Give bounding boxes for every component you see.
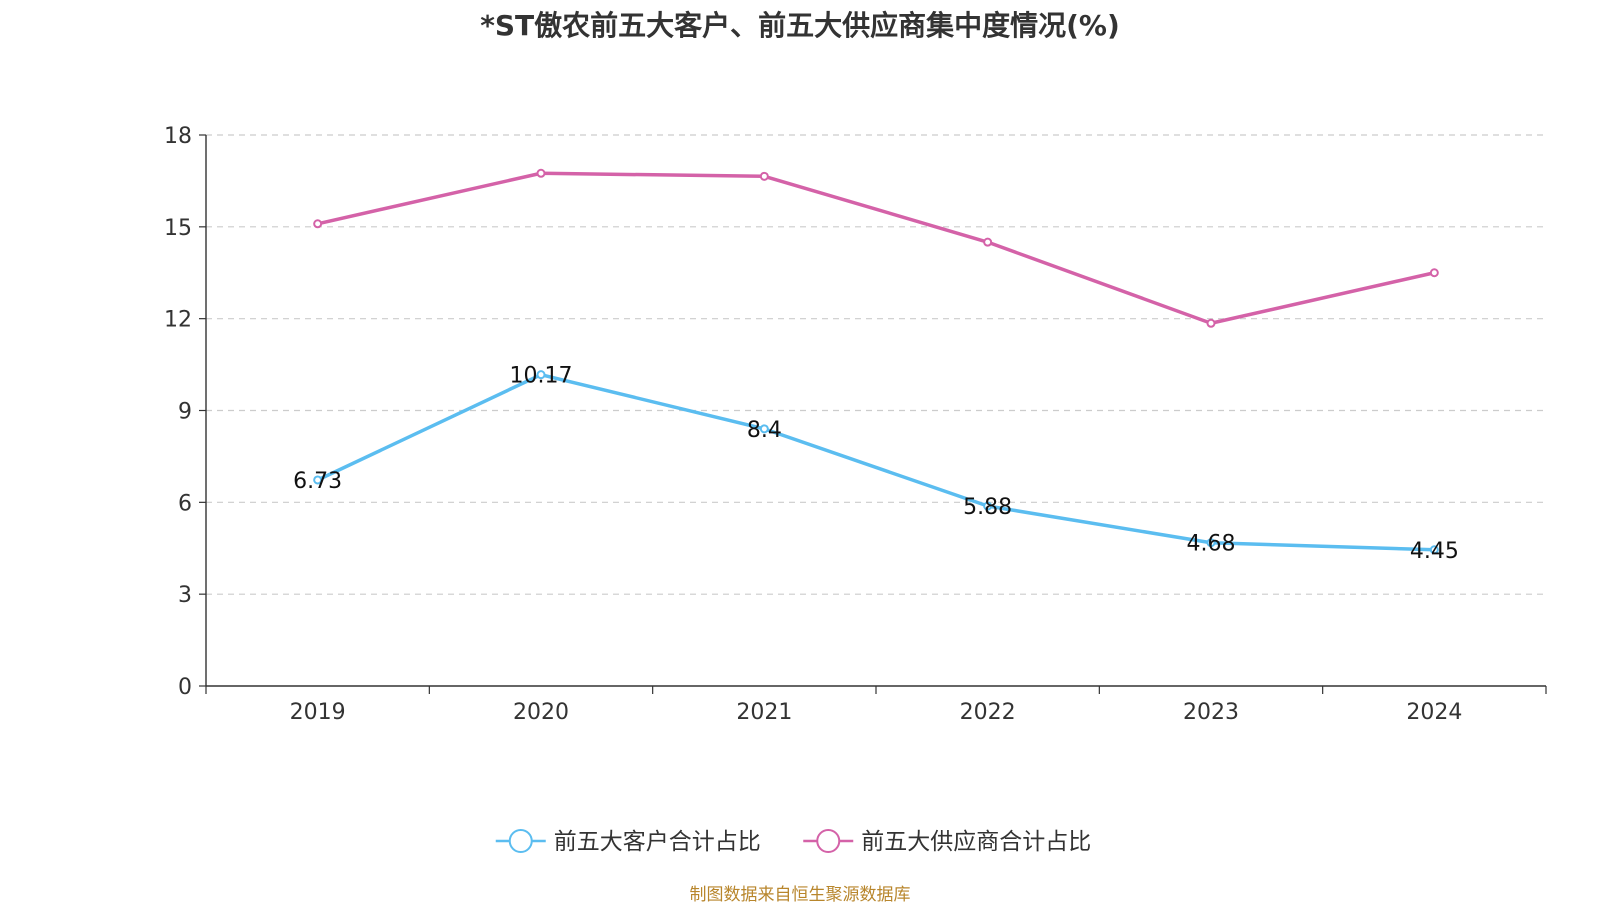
y-tick-label: 3 xyxy=(178,583,192,608)
x-tick-label: 2020 xyxy=(513,700,569,725)
series-line xyxy=(316,372,1435,552)
data-point[interactable] xyxy=(313,219,323,229)
legend-item-1[interactable]: 前五大客户合计占比 xyxy=(495,829,761,855)
data-label: 4.45 xyxy=(1410,539,1459,564)
source-note: 制图数据来自恒生聚源数据库 xyxy=(689,885,911,905)
legend-label: 前五大供应商合计占比 xyxy=(861,829,1091,855)
y-tick-label: 9 xyxy=(178,400,192,425)
data-point[interactable] xyxy=(1206,538,1216,548)
data-label: 8.4 xyxy=(747,418,782,443)
data-point[interactable] xyxy=(536,168,546,178)
series-line xyxy=(317,171,1435,326)
data-point[interactable] xyxy=(983,501,993,511)
y-tick-label: 0 xyxy=(178,675,192,700)
data-point[interactable] xyxy=(1429,545,1439,555)
series-group: 6.73 10.17 8.4 5.88 4.68 4.45 xyxy=(293,168,1459,564)
legend-item-2[interactable]: 前五大供应商合计占比 xyxy=(803,829,1091,855)
grid-lines xyxy=(206,134,1546,595)
legend-label: 前五大客户合计占比 xyxy=(554,829,761,855)
data-point[interactable] xyxy=(313,475,323,485)
y-axis-ticks: 0 3 6 9 12 15 18 xyxy=(164,124,206,700)
legend-marker-icon xyxy=(816,829,841,853)
legend-marker-icon xyxy=(508,829,533,853)
data-point[interactable] xyxy=(759,424,769,434)
series-1: 6.73 10.17 8.4 5.88 4.68 4.45 xyxy=(293,364,1459,564)
x-tick-label: 2024 xyxy=(1406,700,1462,725)
legend[interactable]: 前五大客户合计占比 前五大供应商合计占比 xyxy=(495,829,1092,855)
data-point[interactable] xyxy=(1206,318,1216,328)
x-tick-label: 2021 xyxy=(736,700,792,725)
data-label: 6.73 xyxy=(293,469,342,494)
x-axis-ticks: 2019 2020 2021 2022 2023 2024 xyxy=(205,686,1547,725)
y-tick-label: 18 xyxy=(164,124,192,149)
data-point[interactable] xyxy=(536,370,546,380)
x-tick-label: 2022 xyxy=(960,700,1016,725)
data-label: 5.88 xyxy=(963,495,1012,520)
x-tick-label: 2023 xyxy=(1183,700,1239,725)
y-tick-label: 12 xyxy=(164,308,192,333)
y-tick-label: 6 xyxy=(178,491,192,516)
chart-title: *ST傲农前五大客户、前五大供应商集中度情况(%) xyxy=(480,9,1120,42)
series-2 xyxy=(313,168,1439,328)
data-point[interactable] xyxy=(759,171,769,181)
data-label: 10.17 xyxy=(510,364,573,389)
y-tick-label: 15 xyxy=(164,216,192,241)
x-tick-label: 2019 xyxy=(290,700,346,725)
data-point[interactable] xyxy=(983,237,993,247)
data-point[interactable] xyxy=(1429,268,1439,278)
data-label: 4.68 xyxy=(1187,532,1236,557)
